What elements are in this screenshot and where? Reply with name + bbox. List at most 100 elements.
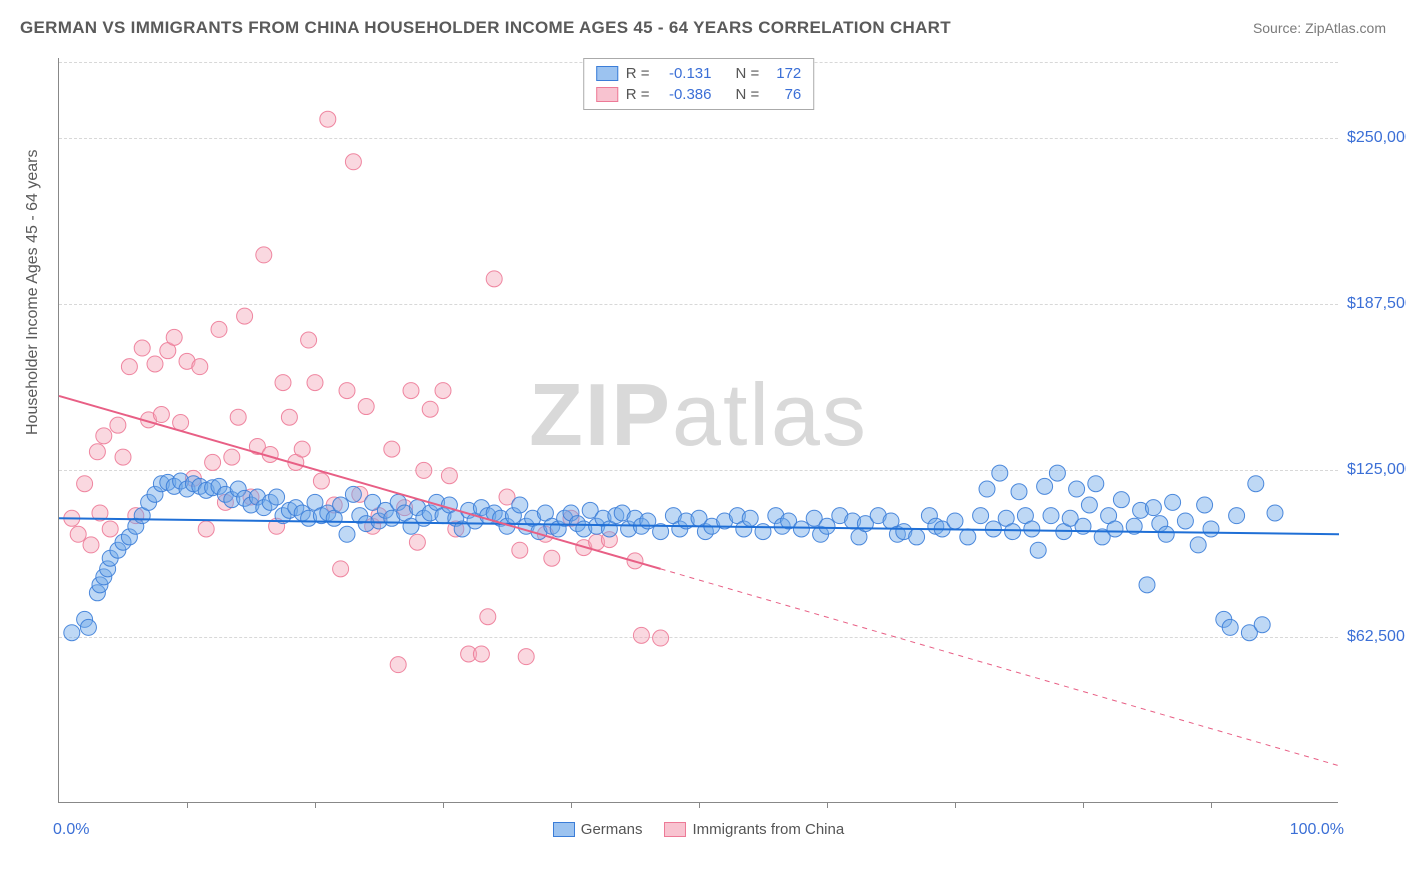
scatter-point bbox=[281, 409, 297, 425]
trend-line bbox=[59, 396, 661, 569]
scatter-point bbox=[313, 473, 329, 489]
scatter-point bbox=[205, 454, 221, 470]
scatter-point bbox=[1190, 537, 1206, 553]
scatter-point bbox=[742, 510, 758, 526]
scatter-point bbox=[819, 518, 835, 534]
legend-n-value: 172 bbox=[767, 65, 801, 82]
y-tick-label: $125,000 bbox=[1347, 461, 1406, 479]
scatter-point bbox=[166, 329, 182, 345]
scatter-point bbox=[1222, 619, 1238, 635]
scatter-point bbox=[256, 247, 272, 263]
scatter-point bbox=[80, 619, 96, 635]
scatter-point bbox=[192, 359, 208, 375]
source-label: Source: ZipAtlas.com bbox=[1253, 20, 1386, 36]
scatter-point bbox=[333, 561, 349, 577]
scatter-point bbox=[211, 321, 227, 337]
scatter-point bbox=[416, 462, 432, 478]
legend-label: Immigrants from China bbox=[692, 821, 844, 838]
legend-r-label: R = bbox=[626, 65, 650, 82]
scatter-point bbox=[134, 340, 150, 356]
legend-n-label: N = bbox=[736, 86, 760, 103]
scatter-point bbox=[275, 375, 291, 391]
scatter-point bbox=[83, 537, 99, 553]
legend-swatch bbox=[664, 822, 686, 837]
legend-swatch bbox=[553, 822, 575, 837]
scatter-point bbox=[153, 407, 169, 423]
scatter-point bbox=[1158, 526, 1174, 542]
legend-n-label: N = bbox=[736, 65, 760, 82]
scatter-point bbox=[77, 476, 93, 492]
scatter-point bbox=[390, 657, 406, 673]
scatter-point bbox=[1145, 500, 1161, 516]
scatter-point bbox=[358, 399, 374, 415]
scatter-svg bbox=[59, 58, 1338, 802]
scatter-point bbox=[110, 417, 126, 433]
legend-label: Germans bbox=[581, 821, 643, 838]
x-tick-mark bbox=[699, 802, 700, 808]
scatter-point bbox=[435, 383, 451, 399]
scatter-point bbox=[1248, 476, 1264, 492]
x-tick-mark bbox=[571, 802, 572, 808]
scatter-point bbox=[307, 375, 323, 391]
scatter-point bbox=[115, 449, 131, 465]
scatter-point bbox=[1069, 481, 1085, 497]
scatter-point bbox=[1030, 542, 1046, 558]
scatter-point bbox=[403, 383, 419, 399]
x-tick-mark bbox=[443, 802, 444, 808]
scatter-point bbox=[320, 111, 336, 127]
x-tick-mark bbox=[1211, 802, 1212, 808]
scatter-point bbox=[294, 441, 310, 457]
scatter-point bbox=[1254, 617, 1270, 633]
scatter-point bbox=[224, 449, 240, 465]
scatter-point bbox=[992, 465, 1008, 481]
scatter-point bbox=[960, 529, 976, 545]
legend-stat-row: R =-0.386N =76 bbox=[596, 84, 802, 105]
x-tick-mark bbox=[187, 802, 188, 808]
scatter-point bbox=[947, 513, 963, 529]
scatter-point bbox=[1043, 508, 1059, 524]
scatter-point bbox=[973, 508, 989, 524]
scatter-point bbox=[422, 401, 438, 417]
scatter-point bbox=[1113, 492, 1129, 508]
trend-line-extrapolated bbox=[661, 569, 1339, 766]
legend-item: Germans bbox=[553, 821, 643, 838]
scatter-point bbox=[1165, 494, 1181, 510]
scatter-point bbox=[512, 542, 528, 558]
scatter-point bbox=[1197, 497, 1213, 513]
scatter-point bbox=[384, 441, 400, 457]
scatter-point bbox=[1005, 524, 1021, 540]
scatter-point bbox=[301, 332, 317, 348]
scatter-point bbox=[1024, 521, 1040, 537]
x-tick-label: 100.0% bbox=[1290, 821, 1344, 839]
scatter-point bbox=[96, 428, 112, 444]
scatter-point bbox=[544, 550, 560, 566]
y-tick-label: $187,500 bbox=[1347, 295, 1406, 313]
x-tick-mark bbox=[827, 802, 828, 808]
scatter-point bbox=[147, 356, 163, 372]
scatter-point bbox=[1203, 521, 1219, 537]
scatter-point bbox=[979, 481, 995, 497]
scatter-point bbox=[1107, 521, 1123, 537]
legend-r-value: -0.131 bbox=[658, 65, 712, 82]
y-axis-label: Householder Income Ages 45 - 64 years bbox=[24, 150, 42, 436]
scatter-point bbox=[345, 154, 361, 170]
plot-area: ZIPatlas R =-0.131N =172R =-0.386N =76 G… bbox=[58, 58, 1338, 803]
scatter-point bbox=[237, 308, 253, 324]
scatter-point bbox=[1081, 497, 1097, 513]
scatter-point bbox=[409, 534, 425, 550]
legend-stats: R = -0.131 N = 172 R =-0.386N =76 bbox=[583, 58, 815, 110]
scatter-point bbox=[1267, 505, 1283, 521]
scatter-point bbox=[198, 521, 214, 537]
scatter-point bbox=[1177, 513, 1193, 529]
legend-item: Immigrants from China bbox=[664, 821, 844, 838]
legend-r-label: R = bbox=[626, 86, 650, 103]
scatter-point bbox=[339, 526, 355, 542]
scatter-point bbox=[1139, 577, 1155, 593]
legend-swatch bbox=[596, 87, 618, 102]
scatter-point bbox=[1088, 476, 1104, 492]
scatter-point bbox=[755, 524, 771, 540]
legend-bottom: Germans Immigrants from China bbox=[59, 821, 1338, 838]
scatter-point bbox=[333, 497, 349, 513]
x-tick-mark bbox=[1083, 802, 1084, 808]
legend-stat-row: R = -0.131 N = 172 bbox=[596, 63, 802, 84]
